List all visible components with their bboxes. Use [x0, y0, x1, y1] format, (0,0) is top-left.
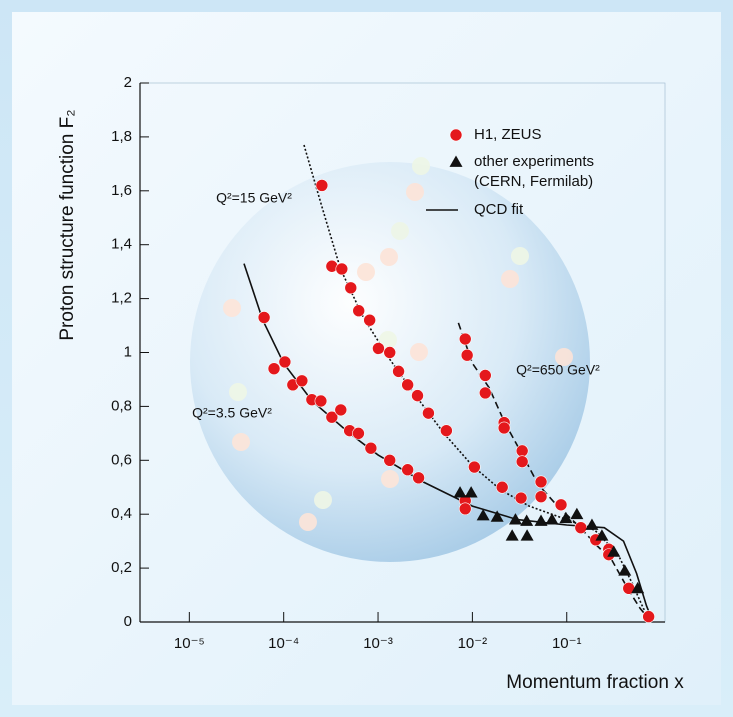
- data-point: [554, 498, 568, 512]
- data-point: [364, 441, 378, 455]
- data-point: [545, 513, 559, 525]
- data-point: [267, 362, 281, 375]
- x-tick-label: 10⁻²: [458, 635, 488, 652]
- data-point: [453, 486, 467, 498]
- y-tick-label: 0: [124, 613, 132, 630]
- data-point: [440, 424, 453, 437]
- y-tick-label: 0,4: [111, 505, 132, 522]
- data-point: [618, 564, 632, 576]
- data-point: [295, 374, 309, 388]
- data-point: [401, 463, 414, 477]
- data-point: [534, 514, 548, 526]
- data-point: [334, 403, 348, 417]
- data-point: [631, 581, 645, 594]
- data-point: [642, 610, 655, 623]
- legend-marker: [449, 128, 463, 142]
- data-point: [314, 394, 328, 408]
- data-point: [257, 311, 271, 324]
- data-point: [497, 421, 511, 435]
- x-tick-label: 10⁻⁵: [174, 635, 205, 652]
- x-tick-label: 10⁻³: [363, 635, 393, 652]
- y-tick-label: 0,6: [111, 451, 132, 468]
- annotation: Q²=650 GeV²: [516, 362, 600, 378]
- x-tick-label: 10⁻⁴: [268, 635, 299, 652]
- data-point: [574, 521, 588, 534]
- legend-label: QCD fit: [474, 201, 524, 218]
- legend-label: (CERN, Fermilab): [474, 173, 593, 190]
- data-point: [411, 389, 424, 402]
- data-point: [520, 529, 534, 541]
- data-point: [460, 348, 474, 362]
- data-point: [478, 386, 492, 400]
- data-point: [278, 355, 292, 369]
- y-tick-label: 1,8: [111, 128, 132, 145]
- data-point: [514, 491, 528, 505]
- y-tick-label: 1,6: [111, 182, 132, 199]
- data-point: [607, 545, 621, 557]
- legend-label: H1, ZEUS: [474, 126, 542, 143]
- data-point: [372, 342, 385, 355]
- y-axis-label: Proton structure function F₂: [57, 109, 78, 340]
- y-tick-label: 0,2: [111, 559, 132, 576]
- data-point: [363, 313, 376, 327]
- data-point: [520, 514, 534, 526]
- data-point: [478, 369, 492, 382]
- data-point: [383, 453, 397, 467]
- data-point: [490, 510, 504, 522]
- data-point: [534, 490, 548, 503]
- proton-sphere: [190, 162, 590, 562]
- decoration: [223, 183, 573, 531]
- data-point: [595, 529, 609, 541]
- decoration: [229, 157, 529, 509]
- data-point: [392, 365, 405, 378]
- legend-marker: [449, 155, 463, 167]
- data-point: [335, 262, 349, 276]
- data-point: [383, 346, 397, 359]
- data-point: [476, 509, 490, 521]
- data-point: [570, 507, 584, 520]
- data-point: [505, 529, 519, 541]
- x-tick-label: 10⁻¹: [552, 635, 582, 652]
- data-point: [495, 480, 509, 494]
- data-point: [458, 502, 472, 516]
- data-point: [352, 427, 365, 440]
- legend-label: other experiments: [474, 153, 594, 170]
- data-point: [412, 471, 425, 485]
- y-tick-label: 2: [124, 74, 132, 91]
- data-point: [325, 410, 339, 424]
- data-point: [464, 486, 478, 498]
- data-point: [468, 460, 481, 474]
- data-point: [515, 444, 529, 458]
- data-point: [352, 304, 366, 318]
- data-point: [401, 378, 414, 392]
- data-point: [515, 455, 529, 468]
- x-axis-label: Momentum fraction x: [506, 672, 684, 693]
- data-point: [559, 511, 573, 524]
- annotation: Q²=15 GeV²: [216, 190, 292, 206]
- annotation: Q²=3.5 GeV²: [192, 405, 272, 421]
- data-point: [422, 406, 435, 420]
- data-point: [344, 281, 358, 295]
- fit-curve: [243, 263, 653, 620]
- data-point: [534, 475, 548, 489]
- y-tick-label: 1: [124, 343, 132, 360]
- data-point: [315, 179, 329, 192]
- y-tick-label: 1,4: [111, 236, 132, 253]
- data-point: [585, 518, 599, 530]
- y-tick-label: 0,8: [111, 397, 132, 414]
- data-point: [458, 332, 472, 346]
- y-tick-label: 1,2: [111, 290, 132, 307]
- data-point: [508, 513, 522, 525]
